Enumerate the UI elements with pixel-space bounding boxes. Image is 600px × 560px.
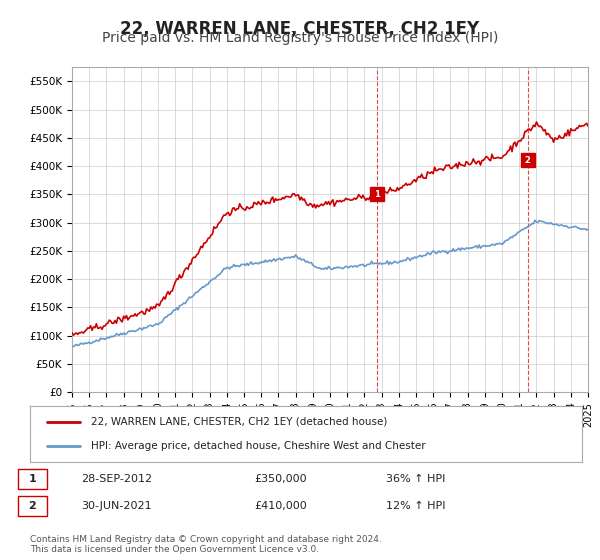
Text: £350,000: £350,000 <box>254 474 307 484</box>
FancyBboxPatch shape <box>18 496 47 516</box>
Text: 2: 2 <box>525 156 531 165</box>
Text: 2: 2 <box>28 501 36 511</box>
Text: 36% ↑ HPI: 36% ↑ HPI <box>386 474 446 484</box>
Text: 1: 1 <box>28 474 36 484</box>
Text: 1: 1 <box>374 190 380 199</box>
Text: 30-JUN-2021: 30-JUN-2021 <box>81 501 152 511</box>
Text: 28-SEP-2012: 28-SEP-2012 <box>81 474 152 484</box>
Text: HPI: Average price, detached house, Cheshire West and Chester: HPI: Average price, detached house, Ches… <box>91 441 425 451</box>
Text: Price paid vs. HM Land Registry's House Price Index (HPI): Price paid vs. HM Land Registry's House … <box>102 31 498 45</box>
Text: £410,000: £410,000 <box>254 501 307 511</box>
FancyBboxPatch shape <box>18 469 47 489</box>
Text: 22, WARREN LANE, CHESTER, CH2 1EY (detached house): 22, WARREN LANE, CHESTER, CH2 1EY (detac… <box>91 417 387 427</box>
Text: 12% ↑ HPI: 12% ↑ HPI <box>386 501 446 511</box>
Text: 22, WARREN LANE, CHESTER, CH2 1EY: 22, WARREN LANE, CHESTER, CH2 1EY <box>121 20 479 38</box>
Text: Contains HM Land Registry data © Crown copyright and database right 2024.
This d: Contains HM Land Registry data © Crown c… <box>30 535 382 554</box>
